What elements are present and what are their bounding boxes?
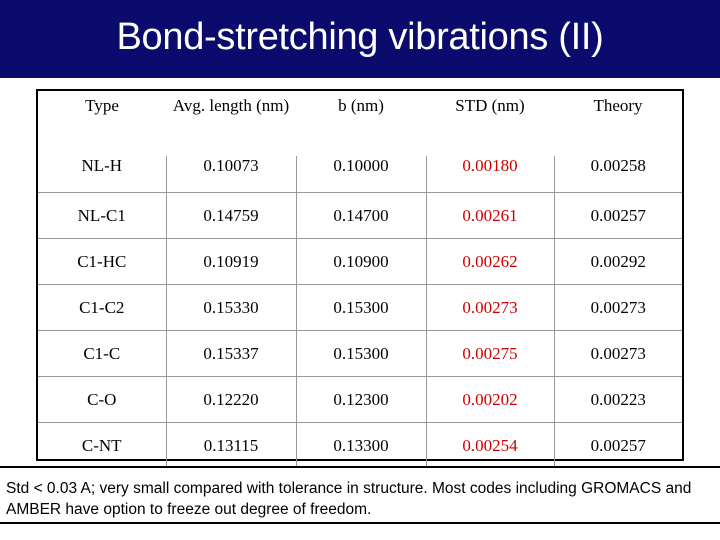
cell-avg-length: 0.14759 (165, 192, 296, 239)
table-row: C1-C 0.15337 0.15300 0.00275 0.00273 (38, 330, 682, 377)
table-row: C-O 0.12220 0.12300 0.00202 0.00223 (38, 376, 682, 423)
cell-std: 0.00275 (425, 330, 554, 377)
cell-type: C-NT (38, 422, 166, 468)
cell-avg-length: 0.13115 (165, 422, 296, 468)
cell-theory: 0.00273 (553, 330, 682, 377)
bond-table: Type Avg. length (nm) b (nm) STD (nm) Th… (38, 91, 682, 468)
cell-avg-length: 0.10073 (165, 156, 296, 193)
cell-b: 0.12300 (295, 376, 426, 423)
title-bar (0, 0, 720, 78)
table-row: C-NT 0.13115 0.13300 0.00254 0.00257 (38, 422, 682, 468)
table-row: C1-HC 0.10919 0.10900 0.00262 0.00292 (38, 238, 682, 285)
cell-type: C-O (38, 376, 166, 423)
cell-type: C1-HC (38, 238, 166, 285)
cell-std: 0.00273 (425, 284, 554, 331)
header-type: Type (85, 96, 119, 115)
cell-theory: 0.00257 (553, 192, 682, 239)
cell-std: 0.00261 (425, 192, 554, 239)
cell-std: 0.00180 (425, 156, 554, 193)
cell-b: 0.10900 (295, 238, 426, 285)
cell-theory: 0.00257 (553, 422, 682, 468)
cell-std: 0.00202 (425, 376, 554, 423)
cell-type: NL-H (81, 156, 123, 175)
table-row: C1-C2 0.15330 0.15300 0.00273 0.00273 (38, 284, 682, 331)
cell-avg-length: 0.15330 (165, 284, 296, 331)
cell-b: 0.14700 (295, 192, 426, 239)
bond-table-container: Type Avg. length (nm) b (nm) STD (nm) Th… (36, 89, 684, 468)
cell-type: C1-C2 (38, 284, 166, 331)
cell-type: NL-C1 (38, 192, 166, 239)
footnote-text: Std < 0.03 A; very small compared with t… (6, 480, 692, 518)
cell-b: 0.15300 (295, 284, 426, 331)
cell-std: 0.00262 (425, 238, 554, 285)
cell-theory: 0.00273 (553, 284, 682, 331)
cell-b: 0.10000 (295, 156, 426, 193)
cell-theory: 0.00223 (553, 376, 682, 423)
footnote-box: Std < 0.03 A; very small compared with t… (0, 466, 720, 524)
table-header-row: Type Avg. length (nm) b (nm) STD (nm) Th… (38, 91, 682, 156)
cell-avg-length: 0.12220 (165, 376, 296, 423)
header-std: STD (nm) (455, 96, 525, 115)
cell-theory: 0.00292 (553, 238, 682, 285)
cell-b: 0.15300 (295, 330, 426, 377)
table-row: NL-H 0.10073 0.10000 0.00180 0.00258 (38, 156, 682, 193)
cell-type: C1-C (38, 330, 166, 377)
header-theory: Theory (593, 96, 643, 115)
header-avg-length: Avg. length (nm) (172, 96, 290, 115)
cell-avg-length: 0.10919 (165, 238, 296, 285)
cell-theory: 0.00258 (553, 156, 682, 193)
cell-avg-length: 0.15337 (165, 330, 296, 377)
slide-title: Bond-stretching vibrations (II) (116, 16, 604, 58)
header-b: b (nm) (338, 96, 384, 115)
table-row: NL-C1 0.14759 0.14700 0.00261 0.00257 (38, 192, 682, 239)
cell-std: 0.00254 (425, 422, 554, 468)
cell-b: 0.13300 (295, 422, 426, 468)
